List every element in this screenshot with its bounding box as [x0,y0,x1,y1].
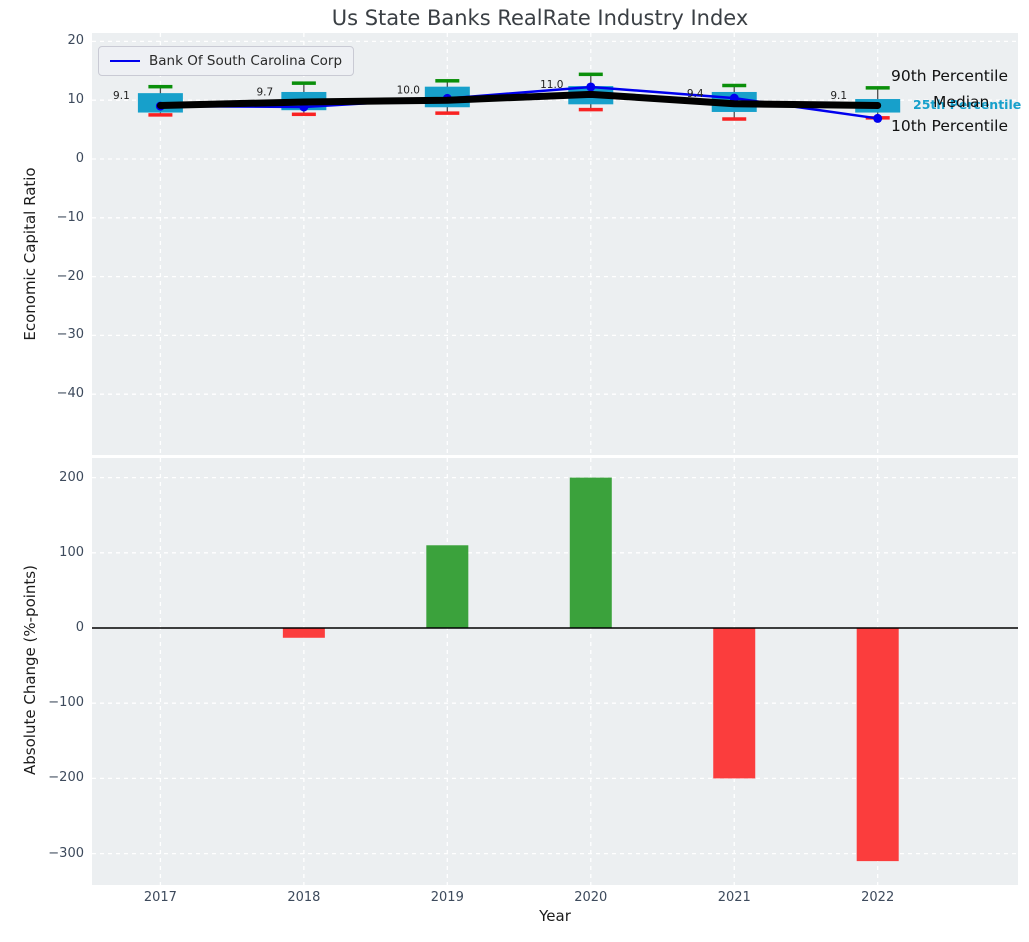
bar-negative [856,628,899,862]
median-value-annotation: 11.0 [540,79,563,91]
x-tick-year: 2018 [287,890,321,905]
top-chart-canvas: 9.1 9.7 10.0 11.0 9.4 9.1 [92,33,1018,455]
x-tick-year: 2021 [717,890,751,905]
chart-title: Us State Banks RealRate Industry Index [331,6,749,30]
y-tick-top: −40 [56,386,84,402]
x-tick-year: 2020 [574,890,608,905]
y-tick-bottom: 100 [59,544,84,560]
bar-positive [426,545,469,628]
cap-90th-percentile [291,81,316,85]
cap-10th-percentile [722,117,747,121]
label-10th-percentile: 10th Percentile [891,117,1009,135]
bottom-chart-canvas [92,458,1018,885]
y-tick-top: −10 [56,209,84,225]
y-tick-bottom: −200 [48,770,84,786]
median-value-annotation: 9.4 [687,88,704,100]
median-value-annotation: 10.0 [397,85,420,97]
median-value-annotation: 9.1 [830,90,847,102]
x-tick-year: 2017 [143,890,177,905]
median-line [156,90,882,109]
x-tick-year: 2022 [861,890,895,905]
legend: Bank Of South Carolina Corp [98,46,355,76]
bar-negative [713,628,756,779]
y-tick-bottom: 0 [75,620,84,635]
bar-positive [569,477,612,628]
median-value-annotation: 9.1 [113,90,130,102]
cap-10th-percentile [578,107,603,112]
cap-90th-percentile [435,79,460,83]
cap-90th-percentile [578,72,603,77]
bottom-axes-absolute-change [92,458,1018,885]
legend-label: Bank Of South Carolina Corp [149,53,343,69]
y-tick-top: −20 [56,268,84,284]
company-point [873,113,883,123]
x-tick-year: 2019 [430,890,464,905]
y-tick-bottom: 200 [59,469,84,485]
label-90th-percentile: 90th Percentile [891,67,1009,85]
bar-negative [282,628,325,638]
y-tick-bottom: −100 [48,695,84,711]
y-tick-top: 0 [75,151,84,166]
cap-10th-percentile [291,112,316,117]
cap-90th-percentile [148,84,173,89]
cap-90th-percentile [865,86,890,90]
label-median: Median [933,93,990,111]
y-tick-bottom: −300 [48,845,84,861]
label-25th-percentile: 25th Percentile [913,97,1022,112]
cap-90th-percentile [722,83,747,88]
cap-10th-percentile [148,113,173,117]
y-axis-label-bottom: Absolute Change (%-points) [21,565,39,775]
company-point [586,82,596,92]
legend-line-sample [110,60,140,62]
median-value-annotation: 9.7 [257,86,274,98]
top-axes-economic-capital-ratio: 9.1 9.7 10.0 11.0 9.4 9.1 [92,33,1018,455]
x-axis-label: Year [539,907,571,925]
y-tick-top: 10 [67,92,84,108]
cap-10th-percentile [435,111,460,115]
y-tick-top: −30 [56,327,84,343]
y-tick-top: 20 [67,33,84,49]
